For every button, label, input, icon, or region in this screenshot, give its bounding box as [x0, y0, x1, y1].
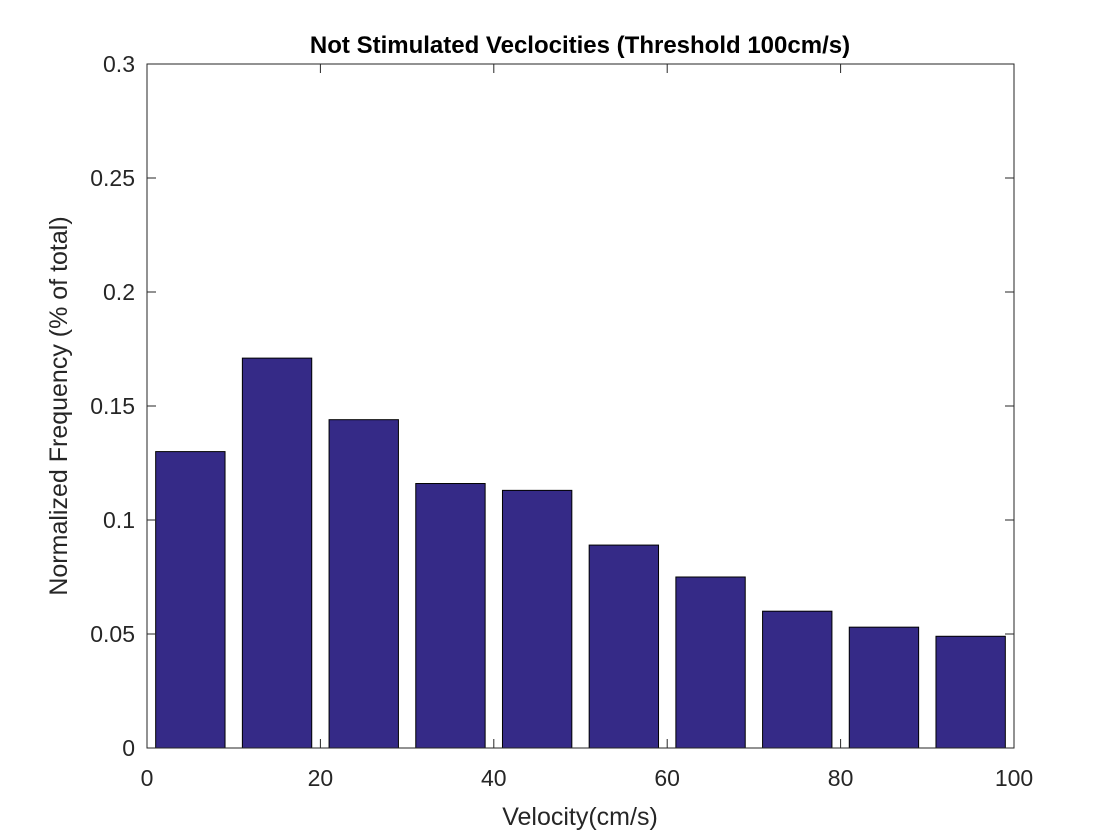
bars-group — [155, 357, 1006, 749]
bar — [328, 419, 399, 749]
y-tick-label: 0.1 — [103, 507, 135, 533]
bar — [588, 544, 660, 749]
x-axis-label: Velocity(cm/s) — [502, 803, 658, 831]
chart-title: Not Stimulated Veclocities (Threshold 10… — [310, 32, 850, 59]
y-tick-label: 0.15 — [90, 393, 135, 419]
y-tick-label: 0 — [122, 735, 135, 761]
bar — [501, 489, 573, 749]
bar — [415, 483, 486, 749]
y-axis-label: Normalized Frequency (% of total) — [45, 216, 73, 595]
y-tick-label: 0.3 — [103, 51, 135, 77]
plot-frame — [146, 63, 1015, 749]
tick-labels-group: 0 20 40 60 80 100 0 0.05 0.1 0.15 0.2 0.25 0.3 — [90, 51, 1033, 791]
x-tick-label: 60 — [654, 765, 680, 791]
x-tick-label: 100 — [995, 765, 1033, 791]
x-tick-label: 80 — [828, 765, 854, 791]
y-tick-label: 0.2 — [103, 279, 135, 305]
bar — [241, 357, 313, 749]
bar — [848, 626, 920, 749]
bar — [675, 576, 746, 749]
x-tick-label: 0 — [141, 765, 154, 791]
x-tick-label: 20 — [308, 765, 334, 791]
bar — [155, 451, 226, 749]
y-tick-label: 0.25 — [90, 165, 135, 191]
bar — [762, 610, 833, 749]
bar — [935, 635, 1006, 749]
x-tick-label: 40 — [481, 765, 507, 791]
y-tick-label: 0.05 — [90, 621, 135, 647]
